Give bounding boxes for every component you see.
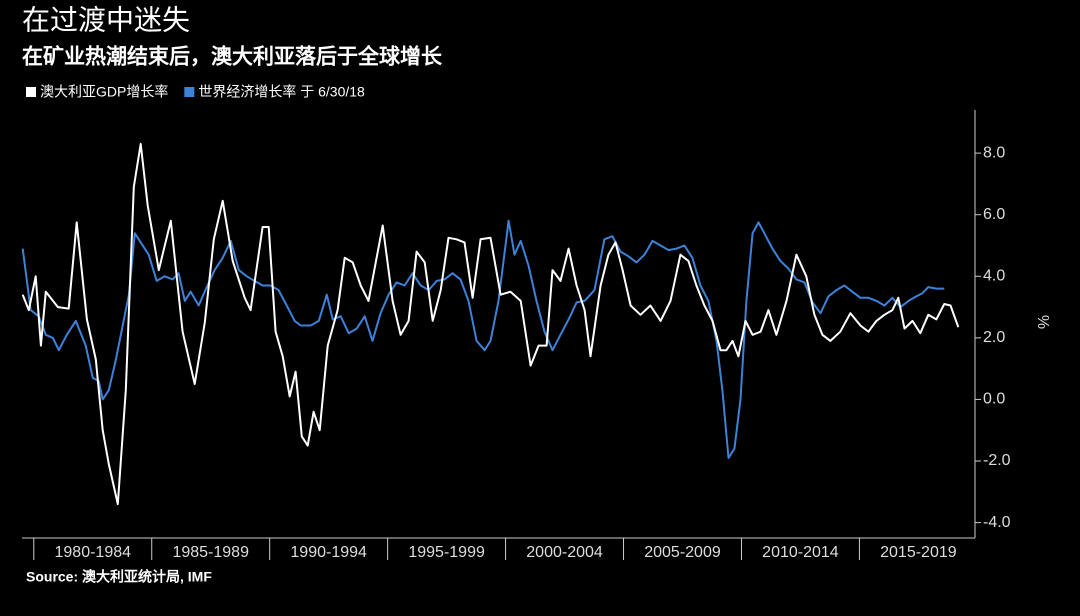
y-tick-label: -4.0 [983,514,1011,531]
x-tick-label: 2000-2004 [526,544,603,561]
chart-title: 在过渡中迷失 [22,4,190,35]
series-line [21,142,960,506]
legend-label: 世界经济增长率 于 6/30/18 [198,84,365,100]
y-axis-label: % [1034,315,1051,329]
x-tick-label: 1980-1984 [55,544,132,561]
legend-swatch [26,87,36,97]
source: Source: 澳大利亚统计局, IMF [26,569,212,585]
legend-label: 澳大利亚GDP增长率 [40,84,168,100]
y-tick-label: 4.0 [983,267,1005,284]
legend-swatch [184,87,195,97]
y-tick-label: 2.0 [983,329,1005,346]
y-tick-label: 6.0 [983,206,1005,223]
x-tick-label: 1985-1989 [172,544,249,561]
x-tick-label: 1990-1994 [290,544,367,561]
series-line [21,219,945,459]
y-tick-label: 0.0 [983,391,1005,408]
x-tick-label: 2005-2009 [644,544,721,561]
y-tick-label: 8.0 [983,144,1005,161]
x-tick-label: 2010-2014 [762,544,839,561]
y-tick-label: -2.0 [983,452,1011,469]
x-tick-label: 1995-1999 [408,544,485,561]
x-tick-label: 2015-2019 [880,544,957,561]
chart-subtitle: 在矿业热潮结束后，澳大利亚落后于全球增长 [22,45,443,69]
